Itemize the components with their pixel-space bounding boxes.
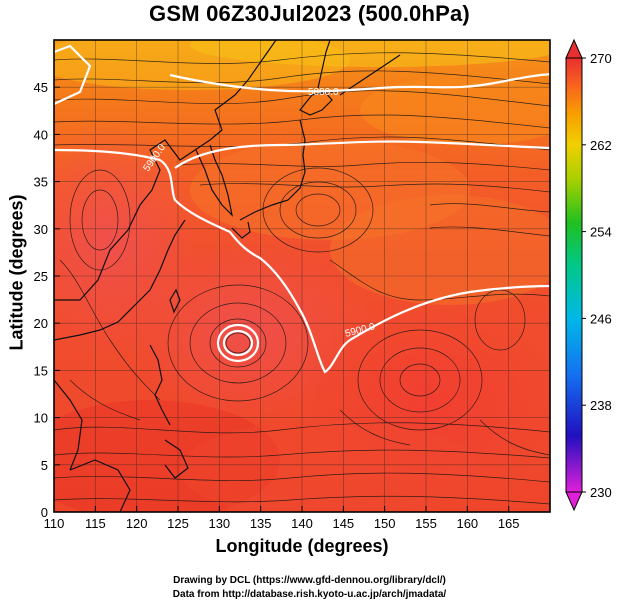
- colorbar-tick-label: 238: [590, 398, 612, 413]
- x-tick-label: 130: [208, 516, 230, 531]
- x-tick-label: 145: [332, 516, 354, 531]
- y-tick-label: 15: [34, 363, 48, 378]
- contour-5880-band: [169, 72, 550, 93]
- x-tick-label: 150: [374, 516, 396, 531]
- y-tick-label: 45: [34, 80, 48, 95]
- temperature-field: [54, 40, 550, 512]
- philippines-luzon: [149, 344, 171, 426]
- y-axis-title: Latitude (degrees): [6, 194, 27, 351]
- y-tick-label: 25: [34, 269, 48, 284]
- x-axis: 110 115 120 125 130 135 140 145 150 155 160 165: [44, 506, 520, 531]
- y-tick-label: 35: [34, 175, 48, 190]
- grid-lines: [54, 40, 550, 512]
- colorbar-tick-label: 270: [590, 51, 612, 66]
- colorbar-tick-label: 246: [590, 311, 612, 326]
- contour-5900-upper: [54, 148, 550, 374]
- y-tick-label: 30: [34, 222, 48, 237]
- mainland-china-coast: [54, 40, 277, 301]
- colorbar-max-arrow: [565, 38, 583, 59]
- contour-5900-closed-outer: [216, 323, 260, 363]
- wind-streamlines: [54, 52, 550, 505]
- contour-5900-closed-inner: [222, 329, 254, 357]
- x-tick-label: 125: [167, 516, 189, 531]
- borneo: [69, 459, 131, 512]
- credit-data-source: Data from http://database.rish.kyoto-u.a…: [172, 589, 447, 600]
- japan-kyushu: [231, 221, 251, 239]
- credit-dcl: Drawing by DCL (https://www.gfd-dennou.o…: [173, 575, 446, 586]
- colorbar-tick-label: 254: [590, 225, 612, 240]
- x-tick-label: 140: [291, 516, 313, 531]
- philippines-mindanao: [164, 439, 189, 479]
- x-tick-label: 120: [126, 516, 148, 531]
- colorbar-scale: [565, 57, 583, 493]
- y-tick-label: 0: [41, 505, 48, 520]
- x-tick-label: 135: [250, 516, 272, 531]
- y-tick-label: 20: [34, 316, 48, 331]
- colorbar-tick-label: 230: [590, 485, 612, 500]
- sakhalin: [317, 40, 331, 89]
- x-tick-label: 110: [44, 516, 65, 531]
- taiwan: [169, 288, 181, 314]
- x-axis-title: Longitude (degrees): [215, 536, 389, 556]
- x-tick-label: 160: [456, 516, 478, 531]
- contour-5880-north: [54, 44, 92, 105]
- chart-title: GSM 06Z30Jul2023 (500.0hPa): [149, 1, 470, 26]
- x-tick-label: 155: [415, 516, 437, 531]
- contour-label-5880: 5880.0: [308, 87, 339, 98]
- contour-5900-mid: [174, 140, 550, 169]
- y-tick-label: 40: [34, 127, 48, 142]
- korea-peninsula: [195, 144, 233, 217]
- china-south-coast: [54, 219, 186, 341]
- x-tick-label: 115: [85, 516, 106, 531]
- x-tick-label: 165: [498, 516, 520, 531]
- kuril-islands: [339, 54, 401, 96]
- height-contours: [54, 44, 550, 374]
- y-tick-label: 5: [41, 458, 48, 473]
- colorbar-tick-label: 262: [590, 138, 612, 153]
- y-axis: 0 5 10 15 20 25 30 35 40 45: [34, 80, 60, 520]
- y-tick-label: 10: [34, 411, 48, 426]
- colorbar: 270 262 254 246 238 230: [565, 38, 612, 512]
- vietnam-coast: [54, 379, 83, 471]
- colorbar-min-arrow: [565, 491, 583, 512]
